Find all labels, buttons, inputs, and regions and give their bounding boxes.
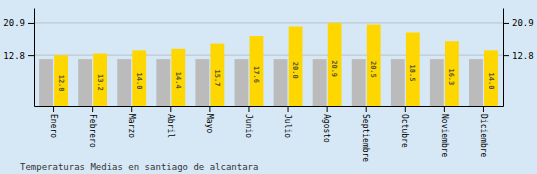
bar bbox=[391, 59, 405, 106]
bar bbox=[210, 44, 224, 106]
bar bbox=[171, 49, 185, 106]
tick-label: Octubre bbox=[400, 114, 409, 148]
tick-mark bbox=[503, 23, 509, 24]
tick-label: Junio bbox=[244, 114, 253, 138]
tick: Abril bbox=[166, 106, 175, 138]
tick-mark bbox=[131, 106, 132, 112]
tick: Octubre bbox=[400, 106, 409, 148]
axis-line bbox=[34, 9, 35, 107]
data-label: 17.6 bbox=[252, 66, 260, 83]
bar bbox=[484, 50, 498, 106]
tick: 12.8 bbox=[503, 51, 534, 61]
bar bbox=[367, 25, 381, 106]
tick: Enero bbox=[49, 106, 58, 138]
bar bbox=[117, 59, 131, 106]
tick-mark bbox=[53, 106, 54, 112]
data-label: 20.9 bbox=[330, 60, 338, 77]
tick: Agosto bbox=[322, 106, 331, 143]
bar bbox=[54, 55, 68, 106]
bars bbox=[39, 23, 498, 106]
grid bbox=[34, 23, 503, 55]
title: Temperaturas Medias en santiago de alcan… bbox=[20, 162, 258, 172]
data-label: 20.0 bbox=[291, 62, 299, 79]
data-label: 12.8 bbox=[57, 75, 65, 92]
tick-label: Diciembre bbox=[479, 114, 488, 158]
tick-label: Agosto bbox=[322, 114, 331, 143]
chart: 12.8 13.2 14.0 14.4 15.7 17.6 20.0 20.9 20.5 18.5… bbox=[0, 0, 537, 174]
data-labels: 12.8 13.2 14.0 14.4 15.7 17.6 20.0 20.9 20.5 18.5… bbox=[57, 60, 495, 91]
tick: Mayo bbox=[205, 106, 214, 133]
tick-mark bbox=[248, 106, 249, 112]
bar bbox=[313, 59, 327, 106]
tick: 12.8 bbox=[3, 51, 34, 61]
tick-label: 20.9 bbox=[512, 18, 534, 28]
bar bbox=[406, 32, 420, 106]
tick-mark bbox=[28, 23, 34, 24]
tick-mark bbox=[28, 55, 34, 56]
tick-mark bbox=[366, 106, 367, 112]
bar bbox=[469, 59, 483, 106]
bar bbox=[352, 59, 366, 106]
data-label: 15.7 bbox=[213, 69, 221, 86]
x-axis: Enero Febrero Marzo Abril Mayo Junio Julio Agos… bbox=[35, 106, 504, 162]
data-label: 18.5 bbox=[408, 64, 416, 81]
tick-label: Noviembre bbox=[440, 114, 449, 158]
tick-mark bbox=[170, 106, 171, 112]
tick-mark bbox=[503, 55, 509, 56]
bar bbox=[156, 59, 170, 106]
data-label: 14.0 bbox=[487, 73, 495, 90]
tick: Diciembre bbox=[479, 106, 488, 158]
tick-label: Febrero bbox=[88, 114, 97, 148]
tick-mark bbox=[288, 106, 289, 112]
tick-label: Enero bbox=[49, 114, 58, 138]
tick-label: 20.9 bbox=[3, 18, 25, 28]
tick-label: 12.8 bbox=[3, 51, 25, 61]
bar bbox=[78, 59, 92, 106]
axis-line bbox=[35, 106, 504, 107]
tick-mark bbox=[444, 106, 445, 112]
bar bbox=[235, 59, 249, 106]
data-label: 14.0 bbox=[135, 73, 143, 90]
bar bbox=[93, 54, 107, 106]
plot: 12.8 13.2 14.0 14.4 15.7 17.6 20.0 20.9 20.5 18.5… bbox=[3, 9, 533, 163]
bar bbox=[430, 59, 444, 106]
tick: Febrero bbox=[88, 106, 97, 148]
bar bbox=[289, 27, 303, 106]
bar bbox=[445, 41, 459, 106]
tick: 20.9 bbox=[503, 18, 534, 28]
tick-mark bbox=[327, 106, 328, 112]
tick: 20.9 bbox=[3, 18, 34, 28]
grid-line bbox=[34, 22, 503, 23]
data-label: 14.4 bbox=[174, 72, 182, 89]
tick: Junio bbox=[244, 106, 253, 138]
tick-label: Julio bbox=[283, 114, 292, 138]
bar-series bbox=[54, 23, 498, 106]
y-axis: 12.8 20.9 bbox=[3, 9, 34, 107]
tick: Septiembre bbox=[361, 106, 370, 162]
bar bbox=[195, 59, 209, 106]
tick: Noviembre bbox=[440, 106, 449, 158]
tick-label: Marzo bbox=[127, 114, 136, 138]
tick-label: Abril bbox=[166, 114, 175, 138]
bar bbox=[132, 50, 146, 106]
bar bbox=[328, 23, 342, 106]
bar bbox=[39, 59, 53, 106]
tick: Julio bbox=[283, 106, 292, 138]
data-label: 16.3 bbox=[447, 68, 455, 85]
tick-label: Mayo bbox=[205, 114, 214, 133]
y2-axis: 12.8 20.9 bbox=[503, 9, 534, 107]
tick-mark bbox=[405, 106, 406, 112]
tick-label: 12.8 bbox=[512, 51, 534, 61]
tick-mark bbox=[92, 106, 93, 112]
tick-mark bbox=[483, 106, 484, 112]
data-label: 20.5 bbox=[369, 61, 377, 78]
tick-mark bbox=[209, 106, 210, 112]
bar bbox=[250, 36, 264, 106]
tick-label: Septiembre bbox=[361, 114, 370, 162]
data-label: 13.2 bbox=[96, 74, 104, 91]
bar bbox=[274, 59, 288, 106]
tick: Marzo bbox=[127, 106, 136, 138]
